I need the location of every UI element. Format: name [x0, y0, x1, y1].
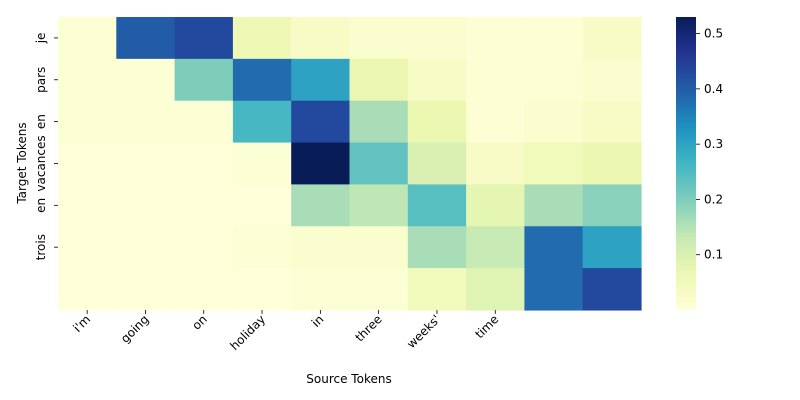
heatmap-cell: [232, 100, 292, 144]
heatmap-cell: [174, 142, 234, 185]
heatmap-cell: [58, 58, 117, 102]
x-tick-label: time: [472, 312, 501, 341]
heatmap-cell: [232, 226, 292, 269]
heatmap-cell: [349, 58, 409, 102]
y-tick-label: vacances: [34, 135, 48, 191]
heatmap-cell: [582, 142, 642, 185]
heatmap-cell: [349, 100, 409, 144]
heatmap-cell: [116, 100, 176, 144]
heatmap-cell: [582, 17, 642, 60]
heatmap-cell: [407, 58, 467, 102]
heatmap-cell: [58, 268, 117, 311]
colorbar-tick-label: 0.5: [704, 27, 723, 41]
heatmap-cell: [582, 184, 642, 227]
heatmap-cell: [466, 268, 525, 311]
heatmap-cell: [116, 58, 176, 102]
heatmap-cell: [407, 100, 467, 144]
heatmap-cell: [524, 100, 584, 144]
heatmap-cell: [466, 184, 525, 227]
heatmap-cell: [466, 100, 525, 144]
heatmap-cell: [349, 226, 409, 269]
colorbar: [676, 17, 696, 310]
heatmap-cell: [116, 142, 176, 185]
colorbar-tick-label: 0.2: [704, 192, 723, 206]
heatmap-cell: [466, 226, 525, 269]
heatmap-cell: [58, 100, 117, 144]
heatmap-cell: [407, 268, 467, 311]
heatmap-cell: [291, 58, 351, 102]
heatmap-cell: [349, 17, 409, 60]
heatmap-cell: [524, 58, 584, 102]
heatmap-cell: [349, 268, 409, 311]
heatmap-cell: [582, 58, 642, 102]
heatmap-cell: [174, 184, 234, 227]
heatmap-cell: [291, 226, 351, 269]
y-axis-ticks: je pars en vacances en trois: [34, 33, 58, 260]
y-tick-label: trois: [34, 234, 48, 260]
heatmap-cell: [232, 142, 292, 185]
heatmap-cell: [349, 142, 409, 185]
heatmap-cell: [174, 268, 234, 311]
colorbar-ticks: 0.1 0.2 0.3 0.4 0.5: [696, 27, 723, 262]
heatmap-cell: [407, 226, 467, 269]
heatmap-cell: [232, 184, 292, 227]
x-axis-label: Source Tokens: [306, 372, 391, 386]
heatmap-cell: [116, 226, 176, 269]
heatmap-cell: [291, 100, 351, 144]
heatmap-cell: [582, 226, 642, 269]
heatmap-cell: [174, 17, 234, 60]
heatmap-cell: [582, 100, 642, 144]
x-tick-label: weeks': [404, 312, 443, 351]
heatmap-cell: [582, 268, 642, 311]
heatmap-cell: [291, 184, 351, 227]
heatmap-cell: [291, 268, 351, 311]
heatmap-cell: [58, 226, 117, 269]
heatmap-cell: [524, 17, 584, 60]
heatmap-cell: [407, 184, 467, 227]
heatmap-cell: [407, 17, 467, 60]
heatmap-cell: [116, 268, 176, 311]
y-tick-label: pars: [34, 67, 48, 93]
heatmap-cell: [466, 58, 525, 102]
heatmap-cell: [407, 142, 467, 185]
y-tick-label: je: [34, 33, 48, 45]
heatmap-cells: [58, 17, 642, 311]
colorbar-tick-label: 0.1: [704, 248, 723, 262]
heatmap-cell: [524, 268, 584, 311]
heatmap-cell: [232, 58, 292, 102]
y-tick-label: en: [34, 198, 48, 213]
x-tick-label: three: [352, 312, 384, 344]
x-tick-label: i'm: [70, 312, 93, 335]
heatmap-cell: [291, 142, 351, 185]
colorbar-tick-label: 0.4: [704, 82, 723, 96]
x-axis-ticks: i'm going on holiday in three weeks' time: [70, 309, 501, 353]
heatmap-cell: [58, 142, 117, 185]
y-axis-label: Target Tokens: [15, 122, 29, 204]
heatmap-cell: [524, 142, 584, 185]
heatmap-cell: [174, 226, 234, 269]
heatmap-cell: [349, 184, 409, 227]
heatmap-cell: [58, 184, 117, 227]
colorbar-tick-label: 0.3: [704, 137, 723, 151]
heatmap-cell: [116, 17, 176, 60]
heatmap-cell: [291, 17, 351, 60]
y-tick-label: en: [34, 114, 48, 129]
heatmap-cell: [466, 142, 525, 185]
heatmap-cell: [524, 184, 584, 227]
heatmap-cell: [232, 268, 292, 311]
heatmap-cell: [58, 17, 117, 60]
x-tick-label: going: [118, 312, 152, 346]
heatmap-cell: [524, 226, 584, 269]
heatmap-cell: [174, 100, 234, 144]
heatmap-cell: [466, 17, 525, 60]
heatmap-cell: [174, 58, 234, 102]
x-tick-label: in: [309, 312, 327, 330]
x-tick-label: holiday: [227, 312, 268, 353]
x-tick-label: on: [189, 312, 209, 332]
heatmap-cell: [232, 17, 292, 60]
heatmap-cell: [116, 184, 176, 227]
